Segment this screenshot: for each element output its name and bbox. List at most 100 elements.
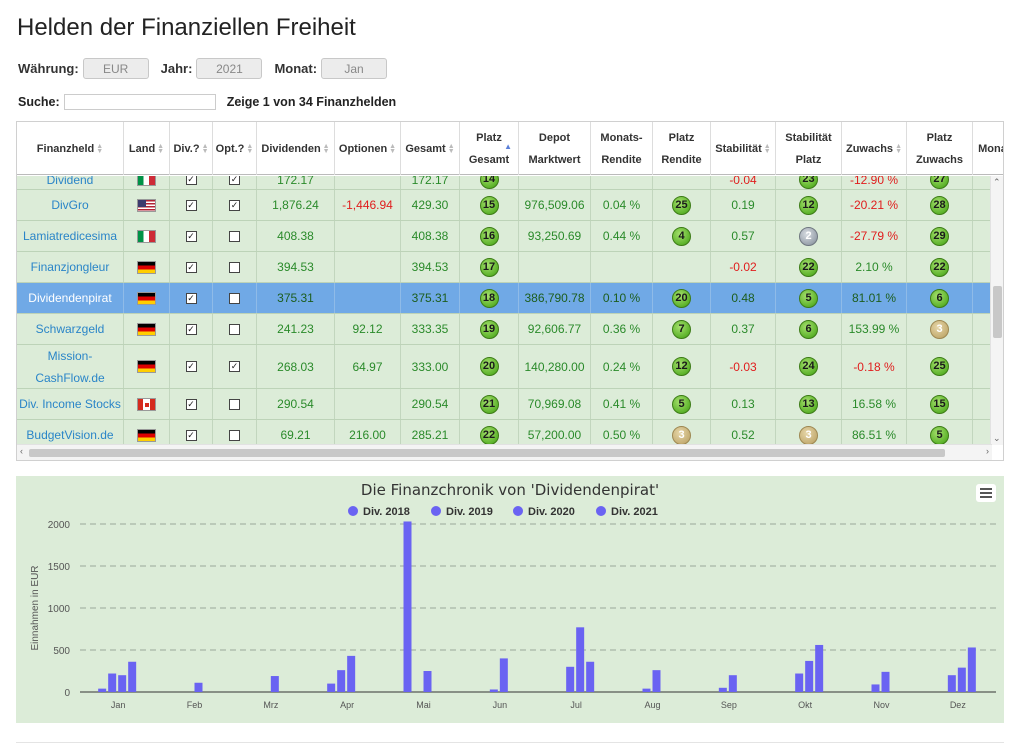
hamburger-menu-icon[interactable] [976, 484, 996, 502]
table-row[interactable]: Mission-CashFlow.de ✓ ✓ 268.03 64.97 333.00 20… [17, 345, 992, 389]
dividend-checkbox[interactable]: ✓ [185, 361, 197, 372]
hero-name-link[interactable]: Div. Income Stocks [17, 389, 124, 419]
column-header[interactable]: Depot Marktwert [519, 122, 591, 175]
column-header[interactable]: Mona [973, 122, 1003, 175]
stab-platz-cell: 22 [776, 252, 842, 282]
vertical-scrollbar[interactable]: ⌃ ⌄ [990, 176, 1003, 445]
platz-zuwachs-cell: 6 [907, 283, 973, 313]
column-header[interactable]: Optionen ▲ ▼ [335, 122, 401, 175]
rank-badge: 5 [930, 425, 949, 445]
hero-name-link[interactable]: Finanzjongleur [17, 252, 124, 282]
dividend-checkbox[interactable]: ✓ [185, 398, 197, 410]
options-checkbox[interactable]: ✓ [229, 176, 240, 185]
options-checkbox[interactable] [229, 261, 240, 273]
table-row[interactable]: DivGro ✓ ✓ 1,876.24 -1,446.94 429.30 15 976,509… [17, 190, 992, 221]
legend-label[interactable]: Div. 2020 [528, 506, 575, 518]
column-header[interactable]: Dividenden ▲ ▼ [257, 122, 335, 175]
hero-name-link[interactable]: Dividendenpirat [17, 283, 124, 313]
bar [403, 521, 412, 692]
hero-name-link[interactable]: Schwarzgeld [17, 314, 124, 344]
legend-label[interactable]: Div. 2018 [363, 506, 410, 518]
dividend-checkbox[interactable]: ✓ [185, 176, 197, 185]
scroll-right-icon[interactable]: › [986, 446, 989, 456]
hero-name-link[interactable]: DivGro [17, 190, 124, 220]
column-header[interactable]: Opt.? ▲ ▼ [213, 122, 257, 175]
legend-label[interactable]: Div. 2021 [611, 506, 658, 518]
stabilitaet-cell: 0.37 [711, 314, 776, 344]
bar [337, 670, 346, 692]
platz-gesamt-cell: 19 [460, 314, 519, 344]
scroll-down-icon[interactable]: ⌄ [993, 433, 1001, 443]
rendite-cell: 0.10 % [591, 283, 653, 313]
opt-checkbox-cell [213, 389, 257, 419]
options-checkbox[interactable] [229, 398, 240, 410]
column-header[interactable]: Monats- Rendite [591, 122, 653, 175]
platz-gesamt-cell: 14 [460, 176, 519, 189]
dividend-checkbox[interactable]: ✓ [185, 199, 197, 211]
options-checkbox[interactable]: ✓ [229, 199, 240, 211]
flag-ca-icon [137, 397, 156, 411]
dividend-checkbox[interactable]: ✓ [185, 230, 197, 242]
table-row[interactable]: Schwarzgeld ✓ 241.23 92.12 333.35 19 92,606.77… [17, 314, 992, 345]
sort-icon: ▲ ▼ [246, 142, 254, 155]
table-row[interactable]: Dividend ✓ ✓ 172.17 172.17 14 -0.04 23 -12.90 % 2… [17, 176, 992, 190]
bar [108, 673, 117, 692]
hero-name-link[interactable]: Lamiatredicesima [17, 221, 124, 251]
y-axis-label: Einnahmen in EUR [30, 565, 41, 650]
zuwachs-cell: -27.79 % [842, 221, 907, 251]
optionen-cell [335, 176, 401, 189]
dividend-checkbox[interactable]: ✓ [185, 261, 197, 273]
column-header[interactable]: Finanzheld ▲ ▼ [17, 122, 124, 175]
column-header[interactable]: Platz Zuwachs [907, 122, 973, 175]
horizontal-scrollbar[interactable]: ‹ › [17, 444, 992, 460]
bar [327, 683, 336, 692]
platz-zuwachs-cell: 25 [907, 345, 973, 388]
table-row[interactable]: BudgetVision.de ✓ 69.21 216.00 285.21 22 57,20… [17, 420, 992, 445]
options-checkbox[interactable]: ✓ [229, 361, 240, 372]
bar [128, 661, 137, 692]
column-header[interactable]: Gesamt ▲ ▼ [401, 122, 460, 175]
vertical-scroll-thumb[interactable] [993, 286, 1002, 338]
column-header[interactable]: Land ▲ ▼ [124, 122, 170, 175]
rank-badge: 29 [930, 226, 949, 246]
options-checkbox[interactable] [229, 323, 240, 335]
hero-name-link[interactable]: Mission-CashFlow.de [17, 345, 124, 388]
year-select[interactable]: 2021 [196, 58, 263, 79]
column-header-sublabel: Zuwachs [915, 153, 964, 166]
bar [805, 660, 814, 692]
column-header[interactable]: Zuwachs ▲ ▼ [842, 122, 907, 175]
x-tick-label: Jul [570, 700, 582, 710]
gesamt-cell: 375.31 [401, 283, 460, 313]
dividend-checkbox[interactable]: ✓ [185, 323, 197, 335]
table-row[interactable]: Dividendenpirat ✓ 375.31 375.31 18 386,790.78… [17, 283, 992, 314]
hero-name-link[interactable]: Dividend [17, 176, 124, 189]
rank-badge: 14 [479, 176, 499, 189]
scroll-up-icon[interactable]: ⌃ [993, 177, 1001, 187]
platz-zuwachs-cell: 15 [907, 389, 973, 419]
bar [194, 682, 203, 692]
column-header[interactable]: Stabilität Platz [776, 122, 842, 175]
month-select[interactable]: Jan [321, 58, 388, 79]
options-checkbox[interactable] [229, 292, 240, 304]
legend-label[interactable]: Div. 2019 [446, 506, 493, 518]
scroll-left-icon[interactable]: ‹ [20, 446, 23, 456]
dividend-chart: Die Finanzchronik von 'Dividendenpirat' D… [16, 476, 1004, 723]
options-checkbox[interactable] [229, 230, 240, 242]
column-header[interactable]: Platz Gesamt ▲ [460, 122, 519, 175]
column-header[interactable]: Stabilität ▲ ▼ [711, 122, 776, 175]
options-checkbox[interactable] [229, 429, 240, 441]
currency-select[interactable]: EUR [82, 58, 149, 79]
optionen-cell [335, 283, 401, 313]
column-header-sublabel: Marktwert [528, 153, 581, 166]
hero-name-link[interactable]: BudgetVision.de [17, 420, 124, 445]
gesamt-cell: 172.17 [401, 176, 460, 189]
dividend-checkbox[interactable]: ✓ [185, 292, 197, 304]
column-header[interactable]: Platz Rendite [653, 122, 711, 175]
horizontal-scroll-thumb[interactable] [29, 449, 945, 457]
column-header[interactable]: Div.? ▲ ▼ [170, 122, 213, 175]
search-input[interactable] [63, 94, 216, 110]
dividend-checkbox[interactable]: ✓ [185, 429, 197, 441]
table-row[interactable]: Lamiatredicesima ✓ 408.38 408.38 16 93,250.69… [17, 221, 992, 252]
table-row[interactable]: Div. Income Stocks ✓ 290.54 290.54 21 70,969.… [17, 389, 992, 420]
table-row[interactable]: Finanzjongleur ✓ 394.53 394.53 17 -0.02 22 2.10… [17, 252, 992, 283]
